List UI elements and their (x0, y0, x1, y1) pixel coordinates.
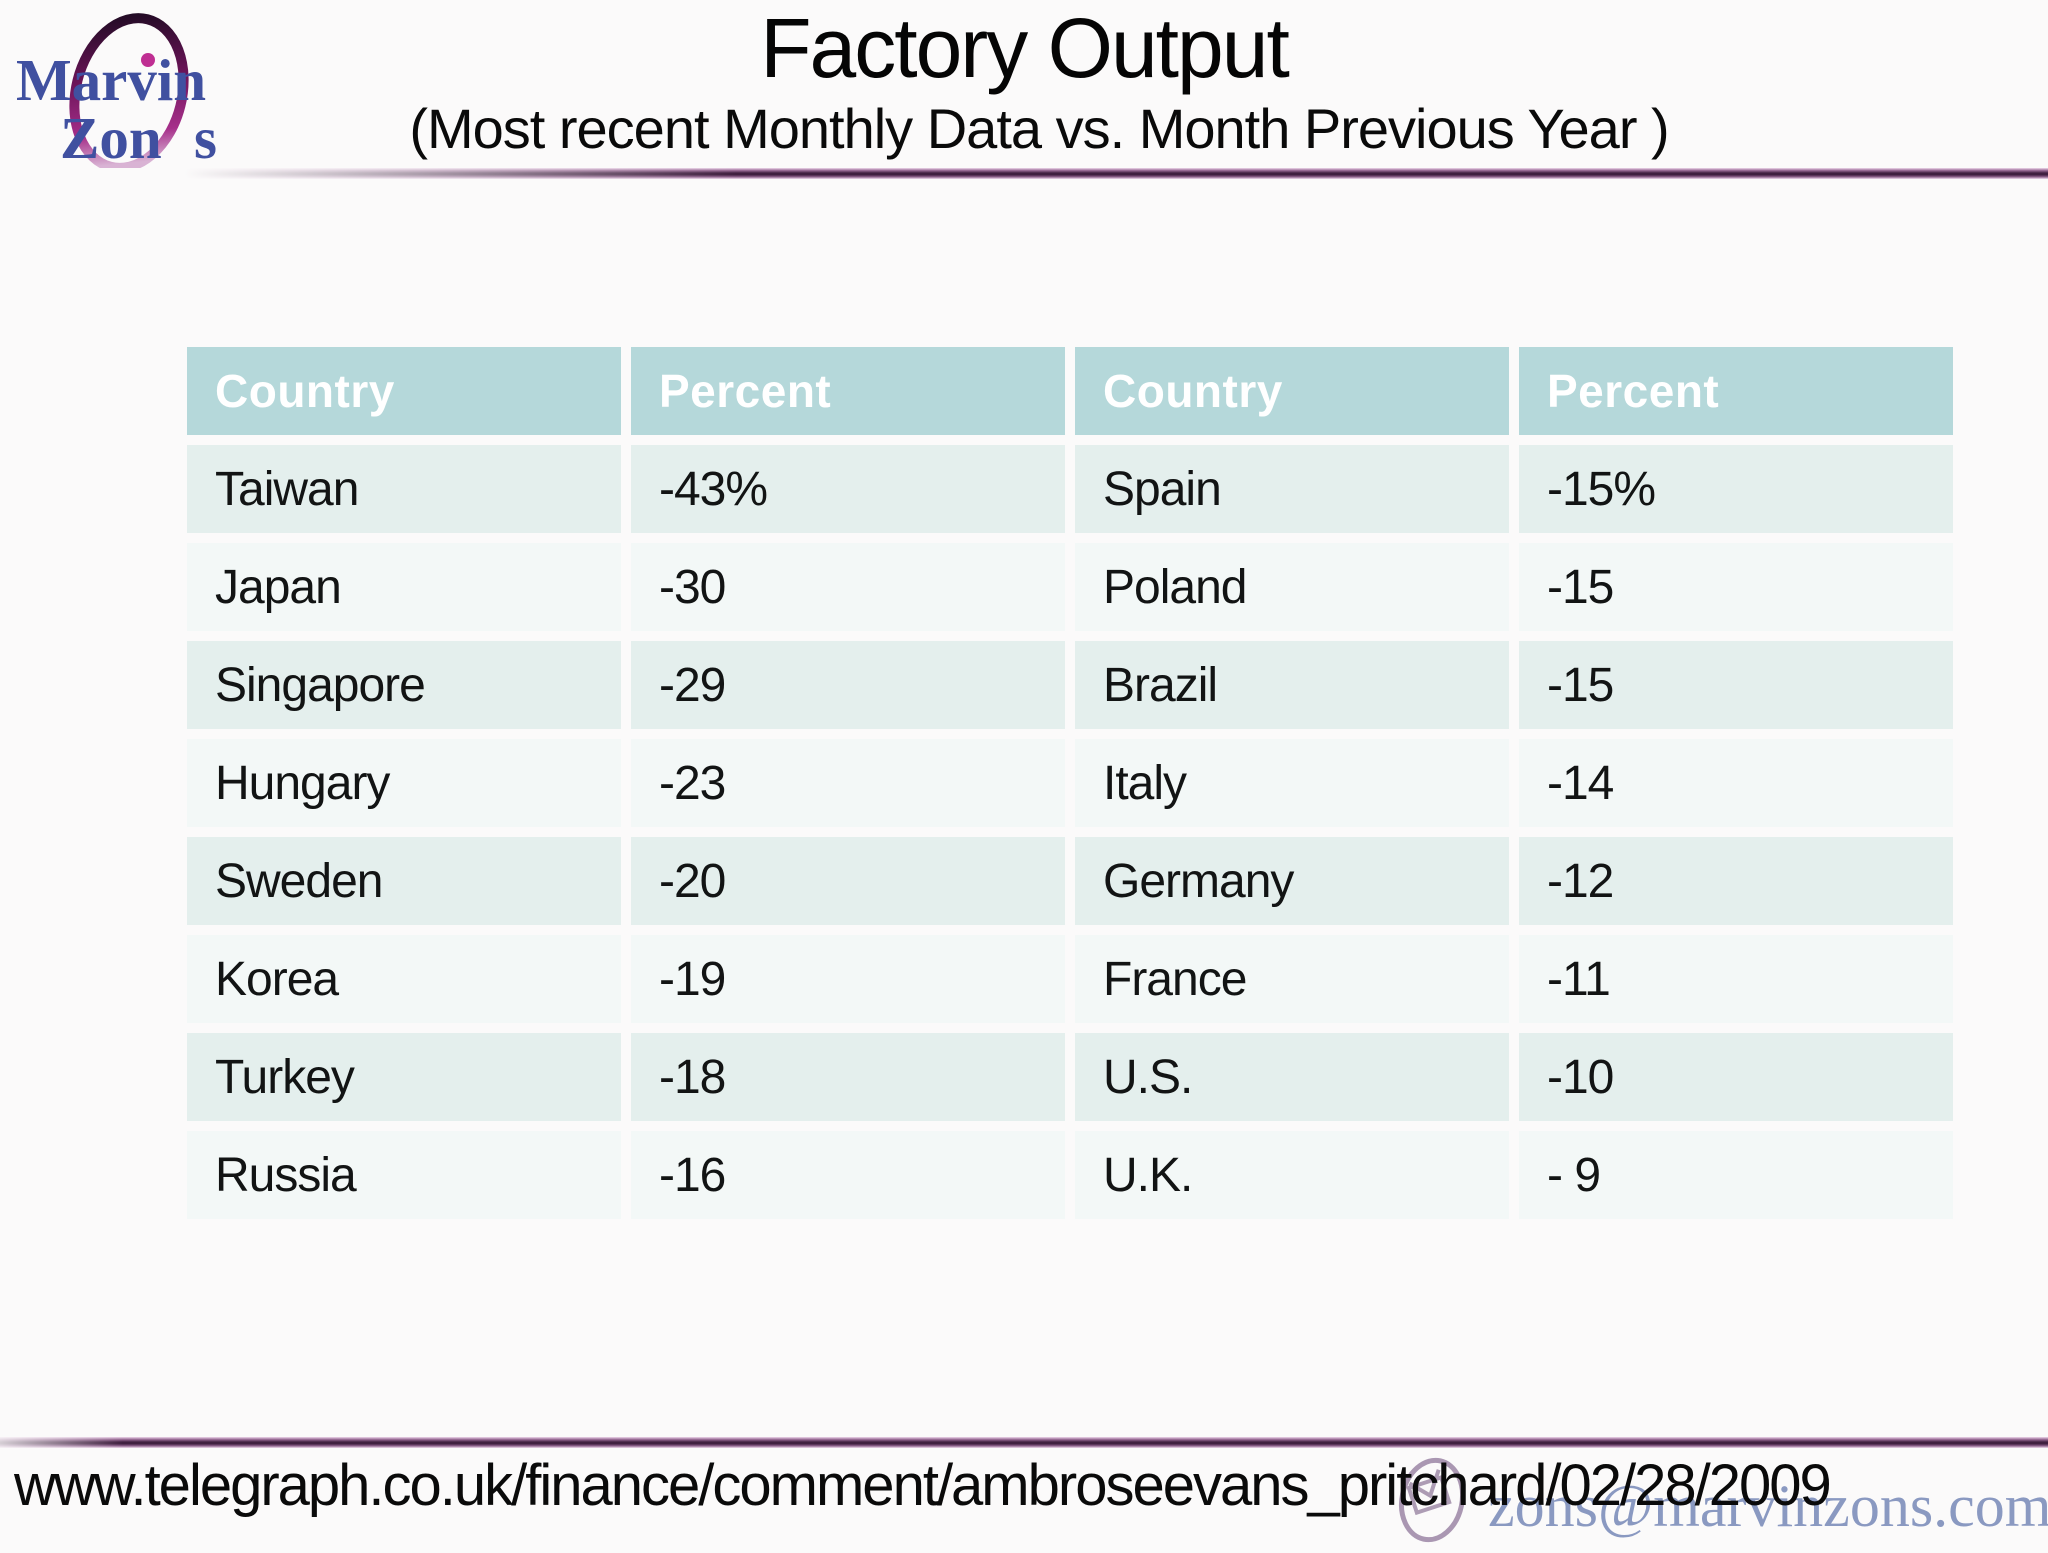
percent-cell: -30 (631, 543, 1065, 631)
table-row: Hungary -23 Italy -14 (187, 739, 1953, 827)
percent-cell: -23 (631, 739, 1065, 827)
percent-cell: -18 (631, 1033, 1065, 1121)
percent-cell: -11 (1519, 935, 1953, 1023)
table-row: Singapore -29 Brazil -15 (187, 641, 1953, 729)
country-cell: Poland (1075, 543, 1509, 631)
country-cell: Spain (1075, 445, 1509, 533)
table-row: Turkey -18 U.S. -10 (187, 1033, 1953, 1121)
percent-cell: -10 (1519, 1033, 1953, 1121)
percent-cell: -16 (631, 1131, 1065, 1219)
footer-divider-line (0, 1437, 2048, 1448)
percent-cell: -43% (631, 445, 1065, 533)
percent-cell: -20 (631, 837, 1065, 925)
percent-cell: -15% (1519, 445, 1953, 533)
table-row: Japan -30 Poland -15 (187, 543, 1953, 631)
country-cell: Russia (187, 1131, 621, 1219)
country-cell: Italy (1075, 739, 1509, 827)
country-cell: Korea (187, 935, 621, 1023)
percent-cell: -15 (1519, 641, 1953, 729)
country-cell: Sweden (187, 837, 621, 925)
country-cell: Japan (187, 543, 621, 631)
percent-cell: -29 (631, 641, 1065, 729)
table-row: Korea -19 France -11 (187, 935, 1953, 1023)
header-row: Country Percent Country Percent (187, 347, 1953, 435)
logo-text-line2-right: s (194, 105, 217, 171)
swoosh-ellipse-icon (69, 13, 189, 173)
logo-graphic: Marvin Zon s (16, 13, 217, 173)
column-header-percent-2: Percent (1519, 347, 1953, 435)
logo-i-dot (141, 53, 155, 67)
country-cell: Singapore (187, 641, 621, 729)
source-url: www.telegraph.co.uk/finance/comment/ambr… (14, 1453, 1832, 1518)
country-cell: France (1075, 935, 1509, 1023)
table-row: Taiwan -43% Spain -15% (187, 445, 1953, 533)
percent-cell: -14 (1519, 739, 1953, 827)
country-cell: Brazil (1075, 641, 1509, 729)
country-cell: Germany (1075, 837, 1509, 925)
table-row: Sweden -20 Germany -12 (187, 837, 1953, 925)
country-cell: U.S. (1075, 1033, 1509, 1121)
country-cell: Taiwan (187, 445, 621, 533)
logo-text-line1: Marvin (16, 47, 206, 113)
page-title: Factory Output (760, 1, 1290, 95)
marvinzons-logo: Marvin Zon s (8, 0, 248, 175)
column-header-percent-1: Percent (631, 347, 1065, 435)
country-cell: Turkey (187, 1033, 621, 1121)
country-cell: Hungary (187, 739, 621, 827)
column-header-country-1: Country (187, 347, 621, 435)
page-subtitle: (Most recent Monthly Data vs. Month Prev… (409, 97, 1669, 160)
percent-cell: -15 (1519, 543, 1953, 631)
country-cell: U.K. (1075, 1131, 1509, 1219)
percent-cell: -12 (1519, 837, 1953, 925)
percent-cell: - 9 (1519, 1131, 1953, 1219)
logo-text-line2-left: Zon (60, 105, 162, 171)
column-header-country-2: Country (1075, 347, 1509, 435)
table-row: Russia -16 U.K. - 9 (187, 1131, 1953, 1219)
watermark-email: zons@marvinzons.com (1488, 1473, 2048, 1539)
factory-output-table: Country Percent Country Percent Taiwan -… (177, 337, 1963, 1229)
header-divider-line (0, 168, 2048, 179)
percent-cell: -19 (631, 935, 1065, 1023)
